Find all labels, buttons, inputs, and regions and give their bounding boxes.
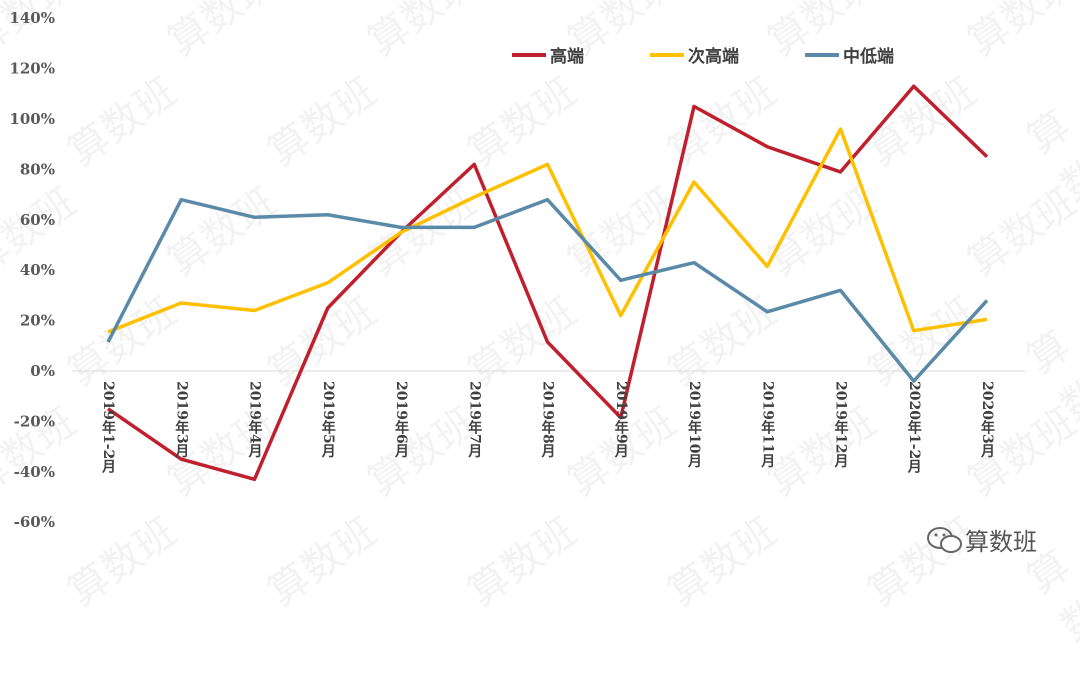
x-tick-label: 2019年6月	[393, 381, 409, 458]
x-tick-label: 2020年3月	[979, 381, 995, 458]
y-tick-label: 140%	[9, 9, 55, 27]
legend-swatch	[512, 53, 546, 57]
series-line-中低端	[108, 200, 987, 381]
y-tick-label: 40%	[20, 261, 55, 279]
y-tick-label: 20%	[20, 312, 55, 330]
legend-item: 高端	[512, 42, 584, 67]
x-tick-label: 2019年11月	[759, 381, 775, 467]
series-line-次高端	[108, 129, 987, 332]
y-tick-label: 120%	[9, 60, 55, 78]
x-tick-label: 2019年5月	[320, 381, 336, 458]
y-tick-label: 60%	[20, 211, 55, 229]
legend-label: 中低端	[843, 42, 894, 67]
y-tick-label: -20%	[14, 412, 55, 430]
x-tick-label: 2019年1-2月	[100, 381, 116, 473]
logo-text: 算数班	[965, 522, 1037, 557]
x-tick-label: 2019年4月	[247, 381, 263, 458]
x-tick-label: 2019年8月	[540, 381, 556, 458]
legend-label: 高端	[550, 42, 584, 67]
y-tick-label: 100%	[9, 110, 55, 128]
wechat-icon	[925, 525, 965, 555]
line-chart: -60% -40% -20% 0% 20% 40% 60% 80% 100% 120% 140%	[0, 0, 1080, 585]
x-tick-label: 2019年3月	[173, 381, 189, 458]
logo: 算数班	[925, 522, 1037, 557]
legend-item: 次高端	[650, 42, 739, 67]
legend-swatch	[805, 53, 839, 57]
x-tick-label: 2020年1-2月	[906, 381, 922, 473]
legend-swatch	[650, 53, 684, 57]
x-tick-label: 2019年7月	[466, 381, 482, 458]
y-tick-label: -60%	[14, 513, 55, 531]
x-tick-label: 2019年12月	[833, 381, 849, 467]
y-tick-label: 0%	[30, 362, 55, 380]
x-tick-label: 2019年9月	[613, 381, 629, 458]
legend-item: 中低端	[805, 42, 894, 67]
y-tick-label: -40%	[14, 463, 55, 481]
legend-label: 次高端	[688, 42, 739, 67]
y-tick-label: 80%	[20, 160, 55, 178]
x-tick-label: 2019年10月	[686, 381, 702, 467]
